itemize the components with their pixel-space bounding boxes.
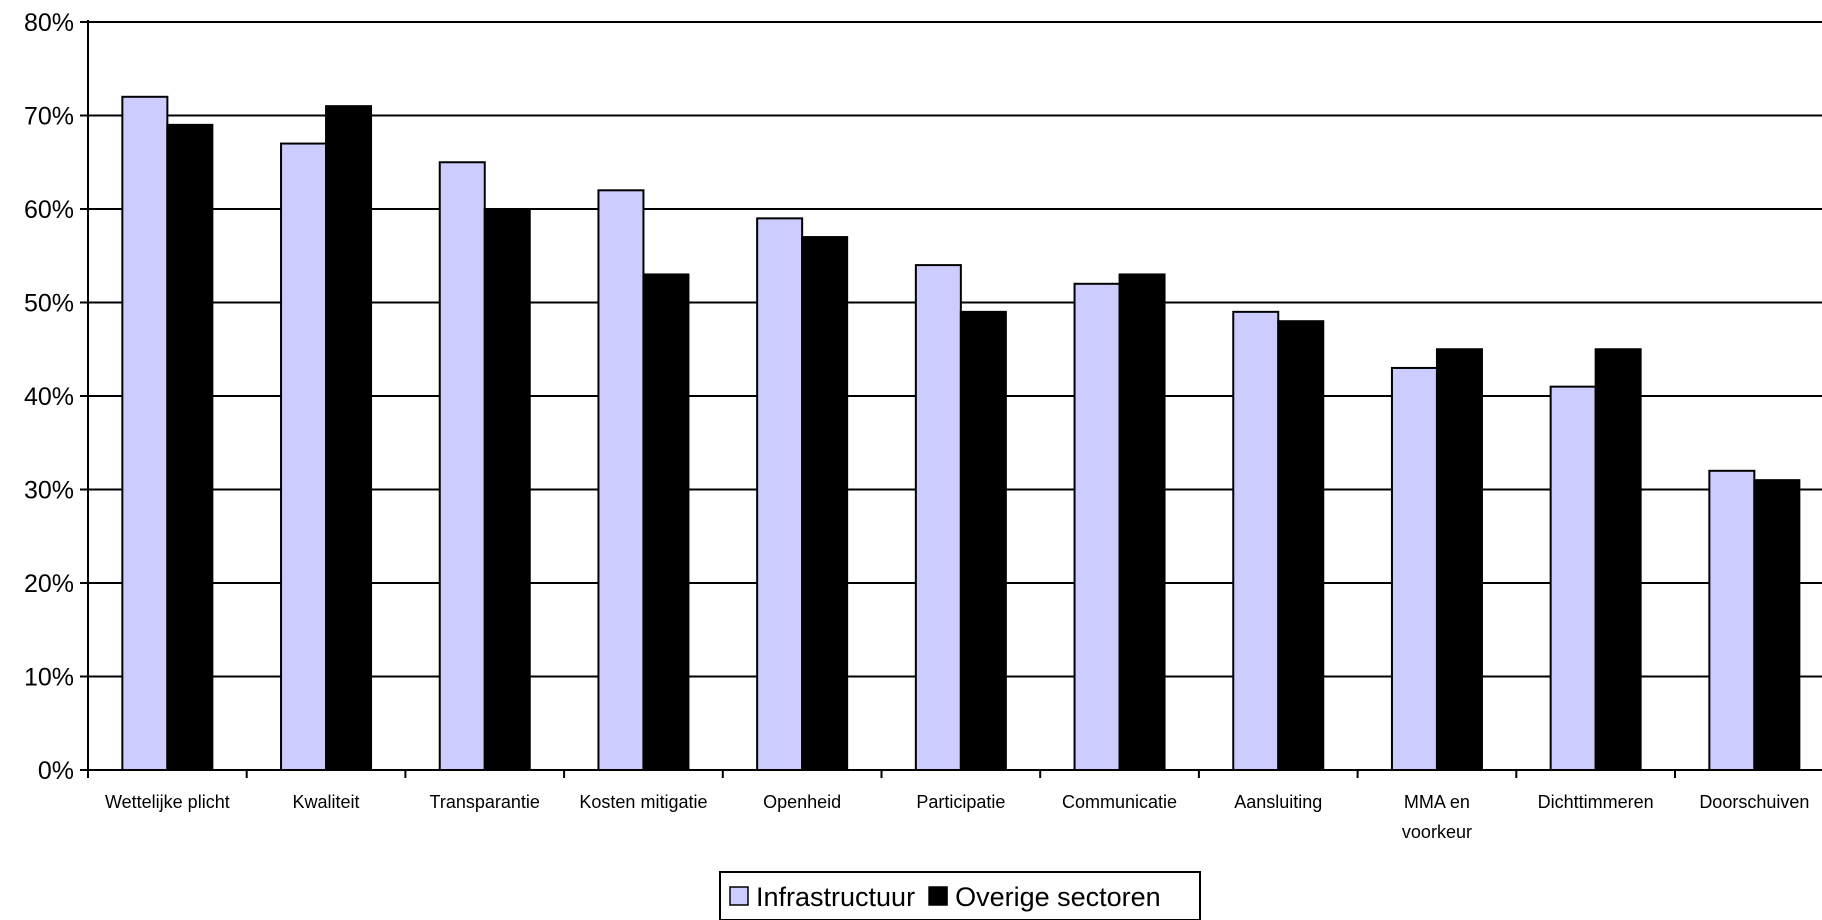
bar-infrastructuur-5 <box>914 264 962 771</box>
bar-overige-sectoren-1 <box>325 105 373 771</box>
bar-infrastructuur-8 <box>1390 366 1438 771</box>
legend-label-infrastructuur: Infrastructuur <box>756 882 915 912</box>
y-tick-label-10: 10% <box>24 664 74 692</box>
bar-overige-sectoren-0 <box>166 123 214 772</box>
x-tick-label-2: Transparantie <box>430 792 540 812</box>
legend-swatch-infrastructuur <box>729 886 749 906</box>
bars <box>121 95 1801 772</box>
bar-overige-sectoren-7 <box>1277 320 1325 771</box>
x-tick-label-7: Aansluiting <box>1234 792 1322 812</box>
legend: Infrastructuur Overige sectoren <box>719 871 1201 920</box>
bar-infrastructuur-7 <box>1232 310 1280 771</box>
y-tick-label-50: 50% <box>24 290 74 318</box>
x-tick-label-8-line1: voorkeur <box>1402 822 1472 842</box>
bar-infrastructuur-4 <box>756 217 804 772</box>
bar-overige-sectoren-2 <box>483 208 531 771</box>
bar-infrastructuur-3 <box>597 189 645 772</box>
legend-swatch-overige-sectoren <box>928 886 948 906</box>
x-tick-label-8-line0: MMA en <box>1404 792 1470 812</box>
y-tick-label-30: 30% <box>24 477 74 505</box>
bar-overige-sectoren-5 <box>959 310 1007 771</box>
x-tick-labels: Wettelijke plicht Kwaliteit Transparantie K… <box>105 792 1809 842</box>
x-tick-label-0: Wettelijke plicht <box>105 792 230 812</box>
y-tick-label-20: 20% <box>24 570 74 598</box>
bar-overige-sectoren-8 <box>1435 348 1483 771</box>
bar-infrastructuur-2 <box>438 161 486 771</box>
bar-infrastructuur-1 <box>280 142 328 772</box>
axes <box>80 20 1822 778</box>
legend-label-overige-sectoren: Overige sectoren <box>955 882 1161 912</box>
bar-infrastructuur-6 <box>1073 282 1121 771</box>
y-tick-label-70: 70% <box>24 103 74 131</box>
x-tick-label-3: Kosten mitigatie <box>579 792 707 812</box>
legend-box <box>719 871 1201 920</box>
bar-infrastructuur-0 <box>121 95 169 772</box>
bar-overige-sectoren-9 <box>1594 348 1642 771</box>
x-tick-label-5: Participatie <box>916 792 1005 812</box>
x-tick-label-1: Kwaliteit <box>293 792 360 812</box>
y-tick-label-80: 80% <box>24 9 74 37</box>
y-tick-label-0: 0% <box>38 757 74 785</box>
y-tick-label-60: 60% <box>24 196 74 224</box>
bar-infrastructuur-9 <box>1549 385 1597 771</box>
y-tick-label-40: 40% <box>24 383 74 411</box>
x-tick-label-9: Dichttimmeren <box>1538 792 1654 812</box>
bar-overige-sectoren-10 <box>1753 479 1801 771</box>
bar-overige-sectoren-3 <box>642 273 690 771</box>
bar-infrastructuur-10 <box>1708 469 1756 771</box>
x-tick-label-6: Communicatie <box>1062 792 1177 812</box>
y-tick-labels: 0% 10% 20% 30% 40% 50% 60% 70% 80% <box>24 9 74 785</box>
x-tick-label-4: Openheid <box>763 792 841 812</box>
bar-overige-sectoren-4 <box>801 236 849 772</box>
bar-overige-sectoren-6 <box>1118 273 1166 771</box>
x-tick-label-10: Doorschuiven <box>1699 792 1809 812</box>
